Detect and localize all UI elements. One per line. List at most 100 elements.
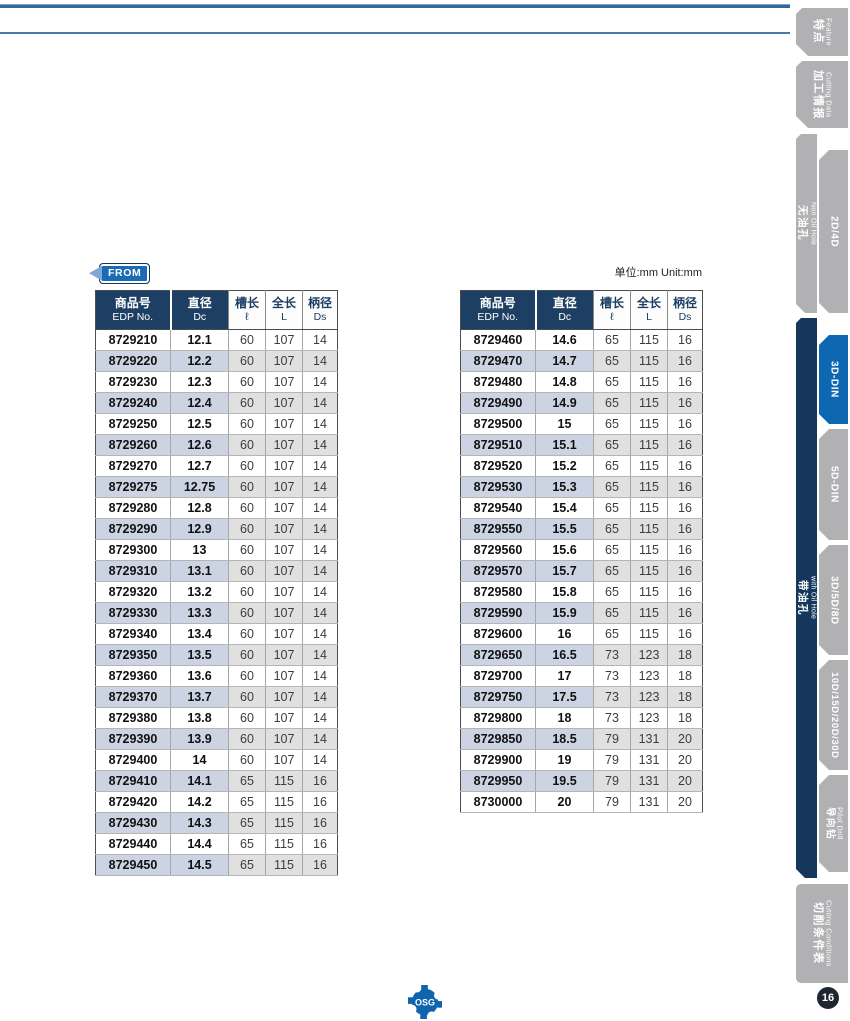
- from-badge: FROM: [89, 263, 151, 284]
- table-row: 8729480 14.8 65 115 16: [460, 371, 703, 393]
- spec-table-left: 商品号 EDP No. 直径 Dc 槽长 ℓ 全长 L 柄径 Ds 8729210 12.1 60 10…: [95, 290, 338, 876]
- shank-dia-cell: 16: [302, 854, 338, 876]
- col-header-3: 全长 L: [630, 290, 668, 330]
- tab-5d-din-label: 5D-DIN: [828, 466, 840, 503]
- shank-dia-cell: 16: [667, 392, 703, 414]
- dc-cell: 12.2: [170, 350, 229, 372]
- flute-length-cell: 60: [228, 686, 266, 708]
- shank-dia-cell: 14: [302, 329, 338, 351]
- dc-cell: 12.5: [170, 413, 229, 435]
- overall-length-cell: 107: [265, 602, 303, 624]
- table-row: 8729590 15.9 65 115 16: [460, 602, 703, 624]
- overall-length-cell: 115: [630, 350, 668, 372]
- dc-cell: 20: [535, 791, 594, 813]
- tab-feature-en: Feature: [824, 18, 834, 46]
- dc-cell: 15.9: [535, 602, 594, 624]
- flute-length-cell: 60: [228, 329, 266, 351]
- overall-length-cell: 115: [630, 392, 668, 414]
- col-header-en: Ds: [313, 311, 327, 324]
- flute-length-cell: 79: [593, 770, 631, 792]
- table-row: 8729460 14.6 65 115 16: [460, 329, 703, 351]
- tab-pilot-drill[interactable]: 导向钻 Pilot Drill: [819, 775, 848, 872]
- table-row: 8729340 13.4 60 107 14: [95, 623, 338, 645]
- dc-cell: 13.4: [170, 623, 229, 645]
- overall-length-cell: 115: [630, 581, 668, 603]
- overall-length-cell: 107: [265, 350, 303, 372]
- flute-length-cell: 73: [593, 686, 631, 708]
- edp-no-cell: 8729900: [460, 749, 536, 771]
- table-row: 8729540 15.4 65 115 16: [460, 497, 703, 519]
- tab-3d-din-active[interactable]: 3D-DIN: [819, 335, 848, 424]
- col-header-en: EDP No.: [477, 311, 519, 324]
- shank-dia-cell: 14: [302, 749, 338, 771]
- edp-no-cell: 8729210: [95, 329, 171, 351]
- flute-length-cell: 65: [593, 392, 631, 414]
- page-number-badge: 16: [817, 987, 839, 1009]
- tab-5d-din[interactable]: 5D-DIN: [819, 429, 848, 540]
- edp-no-cell: 8729950: [460, 770, 536, 792]
- dc-cell: 19.5: [535, 770, 594, 792]
- flute-length-cell: 60: [228, 728, 266, 750]
- table-row: 8729240 12.4 60 107 14: [95, 392, 338, 414]
- tab-5d-din-text: 5D-DIN: [828, 466, 840, 503]
- shank-dia-cell: 14: [302, 455, 338, 477]
- edp-no-cell: 8729850: [460, 728, 536, 750]
- shank-dia-cell: 14: [302, 686, 338, 708]
- table-row: 8729380 13.8 60 107 14: [95, 707, 338, 729]
- table-row: 8729800 18 73 123 18: [460, 707, 703, 729]
- tab-cutting-conditions[interactable]: 切削条件表 Cutting Conditions: [796, 884, 848, 983]
- table-row: 8729400 14 60 107 14: [95, 749, 338, 771]
- tab-feature[interactable]: 特点 Feature: [796, 8, 848, 56]
- table-row: 8729270 12.7 60 107 14: [95, 455, 338, 477]
- tab-10d-15d-20d-30d[interactable]: 10D/15D/20D/30D: [819, 660, 848, 770]
- group-strip-non-oil-hole: 无油孔 Non Oil Hole: [796, 134, 817, 313]
- table-row: 8729570 15.7 65 115 16: [460, 560, 703, 582]
- edp-no-cell: 8729490: [460, 392, 536, 414]
- shank-dia-cell: 16: [302, 833, 338, 855]
- dc-cell: 14.7: [535, 350, 594, 372]
- overall-length-cell: 131: [630, 728, 668, 750]
- edp-no-cell: 8729400: [95, 749, 171, 771]
- shank-dia-cell: 18: [667, 665, 703, 687]
- dc-cell: 12.9: [170, 518, 229, 540]
- tab-3d-5d-8d[interactable]: 3D/5D/8D: [819, 545, 848, 655]
- edp-no-cell: 8729800: [460, 707, 536, 729]
- table-row: 8729650 16.5 73 123 18: [460, 644, 703, 666]
- edp-no-cell: 8729460: [460, 329, 536, 351]
- overall-length-cell: 115: [630, 476, 668, 498]
- table-row: 8729850 18.5 79 131 20: [460, 728, 703, 750]
- tab-2d-4d[interactable]: 2D/4D: [819, 150, 848, 313]
- edp-no-cell: 8729600: [460, 623, 536, 645]
- flute-length-cell: 60: [228, 392, 266, 414]
- shank-dia-cell: 14: [302, 623, 338, 645]
- flute-length-cell: 79: [593, 728, 631, 750]
- flute-length-cell: 60: [228, 539, 266, 561]
- col-header-zh: 全长: [271, 296, 296, 311]
- table-row: 8729275 12.75 60 107 14: [95, 476, 338, 498]
- table-row: 8729330 13.3 60 107 14: [95, 602, 338, 624]
- table-row: 8729600 16 65 115 16: [460, 623, 703, 645]
- shank-dia-cell: 14: [302, 728, 338, 750]
- dc-cell: 15.7: [535, 560, 594, 582]
- shank-dia-cell: 16: [667, 413, 703, 435]
- table-row: 8729440 14.4 65 115 16: [95, 833, 338, 855]
- overall-length-cell: 115: [630, 413, 668, 435]
- overall-length-cell: 107: [265, 728, 303, 750]
- tab-cutting-data[interactable]: 加工情报 Cutting Data: [796, 61, 848, 128]
- edp-no-cell: 8729390: [95, 728, 171, 750]
- col-header-zh: 槽长: [599, 296, 624, 311]
- shank-dia-cell: 14: [302, 413, 338, 435]
- overall-length-cell: 115: [630, 497, 668, 519]
- col-header-3: 全长 L: [265, 290, 303, 330]
- edp-no-cell: 8729320: [95, 581, 171, 603]
- flute-length-cell: 60: [228, 707, 266, 729]
- dc-cell: 12.4: [170, 392, 229, 414]
- tab-10d-label: 10D/15D/20D/30D: [828, 672, 839, 759]
- overall-length-cell: 107: [265, 539, 303, 561]
- overall-length-cell: 107: [265, 392, 303, 414]
- table-row: 8729550 15.5 65 115 16: [460, 518, 703, 540]
- table-row: 8729300 13 60 107 14: [95, 539, 338, 561]
- flute-length-cell: 73: [593, 665, 631, 687]
- shank-dia-cell: 14: [302, 539, 338, 561]
- group-strip-with-oil-hole: 带油孔 with Oil Hole: [796, 318, 817, 878]
